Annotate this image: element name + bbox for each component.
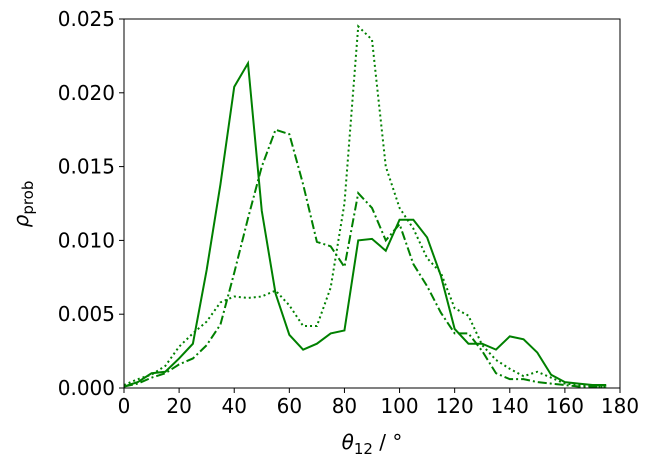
x-label-unit: / ° bbox=[373, 430, 402, 454]
x-tick-label: 20 bbox=[166, 394, 191, 418]
y-label-subscript: prob bbox=[19, 181, 37, 215]
data-line bbox=[123, 60, 607, 388]
y-tick-label: 0.015 bbox=[58, 155, 115, 179]
x-tick-label: 140 bbox=[491, 394, 529, 418]
x-tick-label: 180 bbox=[601, 394, 639, 418]
x-tick-label: 160 bbox=[546, 394, 584, 418]
y-tick-label: 0.020 bbox=[58, 81, 115, 105]
x-axis-label: θ12 / ° bbox=[342, 430, 403, 458]
y-axis-label: ρprob bbox=[9, 181, 37, 228]
data-line bbox=[123, 24, 607, 388]
x-tick-label: 0 bbox=[118, 394, 131, 418]
x-label-subscript: 12 bbox=[354, 440, 373, 458]
y-tick-label: 0.025 bbox=[58, 7, 115, 31]
x-tick-label: 100 bbox=[380, 394, 418, 418]
plot-frame bbox=[123, 18, 621, 389]
y-tick-label: 0.005 bbox=[58, 302, 115, 326]
x-label-symbol: θ bbox=[342, 430, 354, 454]
data-line bbox=[123, 128, 607, 388]
y-tick-label: 0.000 bbox=[58, 376, 115, 400]
x-tick-label: 120 bbox=[436, 394, 474, 418]
x-tick-label: 40 bbox=[221, 394, 246, 418]
y-tick-label: 0.010 bbox=[58, 228, 115, 252]
x-tick-label: 80 bbox=[332, 394, 357, 418]
y-label-symbol: ρ bbox=[9, 214, 33, 227]
x-tick-label: 60 bbox=[277, 394, 302, 418]
